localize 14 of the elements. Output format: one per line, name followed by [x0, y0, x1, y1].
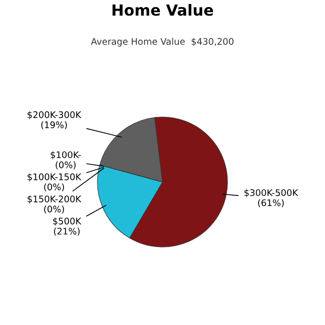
text: (0%): [44, 183, 64, 192]
data-label: (21%): [54, 228, 80, 236]
slice-label: $300K-500K: [244, 189, 298, 198]
chart-title: Home Value: [112, 4, 214, 16]
text: (0%): [44, 205, 64, 214]
data-label: (19%): [41, 121, 67, 130]
text: (0%): [56, 161, 76, 170]
category-label: $100K-150K: [28, 173, 82, 182]
category-label: $150K-200K: [28, 195, 82, 204]
data-label: (61%): [258, 199, 284, 208]
slice-label: $500K: [53, 217, 82, 226]
category-label: $100K-: [50, 151, 81, 160]
slice-label: $200K-300K: [28, 111, 82, 120]
chart-subtitle: Average Home Value $430,200: [91, 38, 234, 47]
